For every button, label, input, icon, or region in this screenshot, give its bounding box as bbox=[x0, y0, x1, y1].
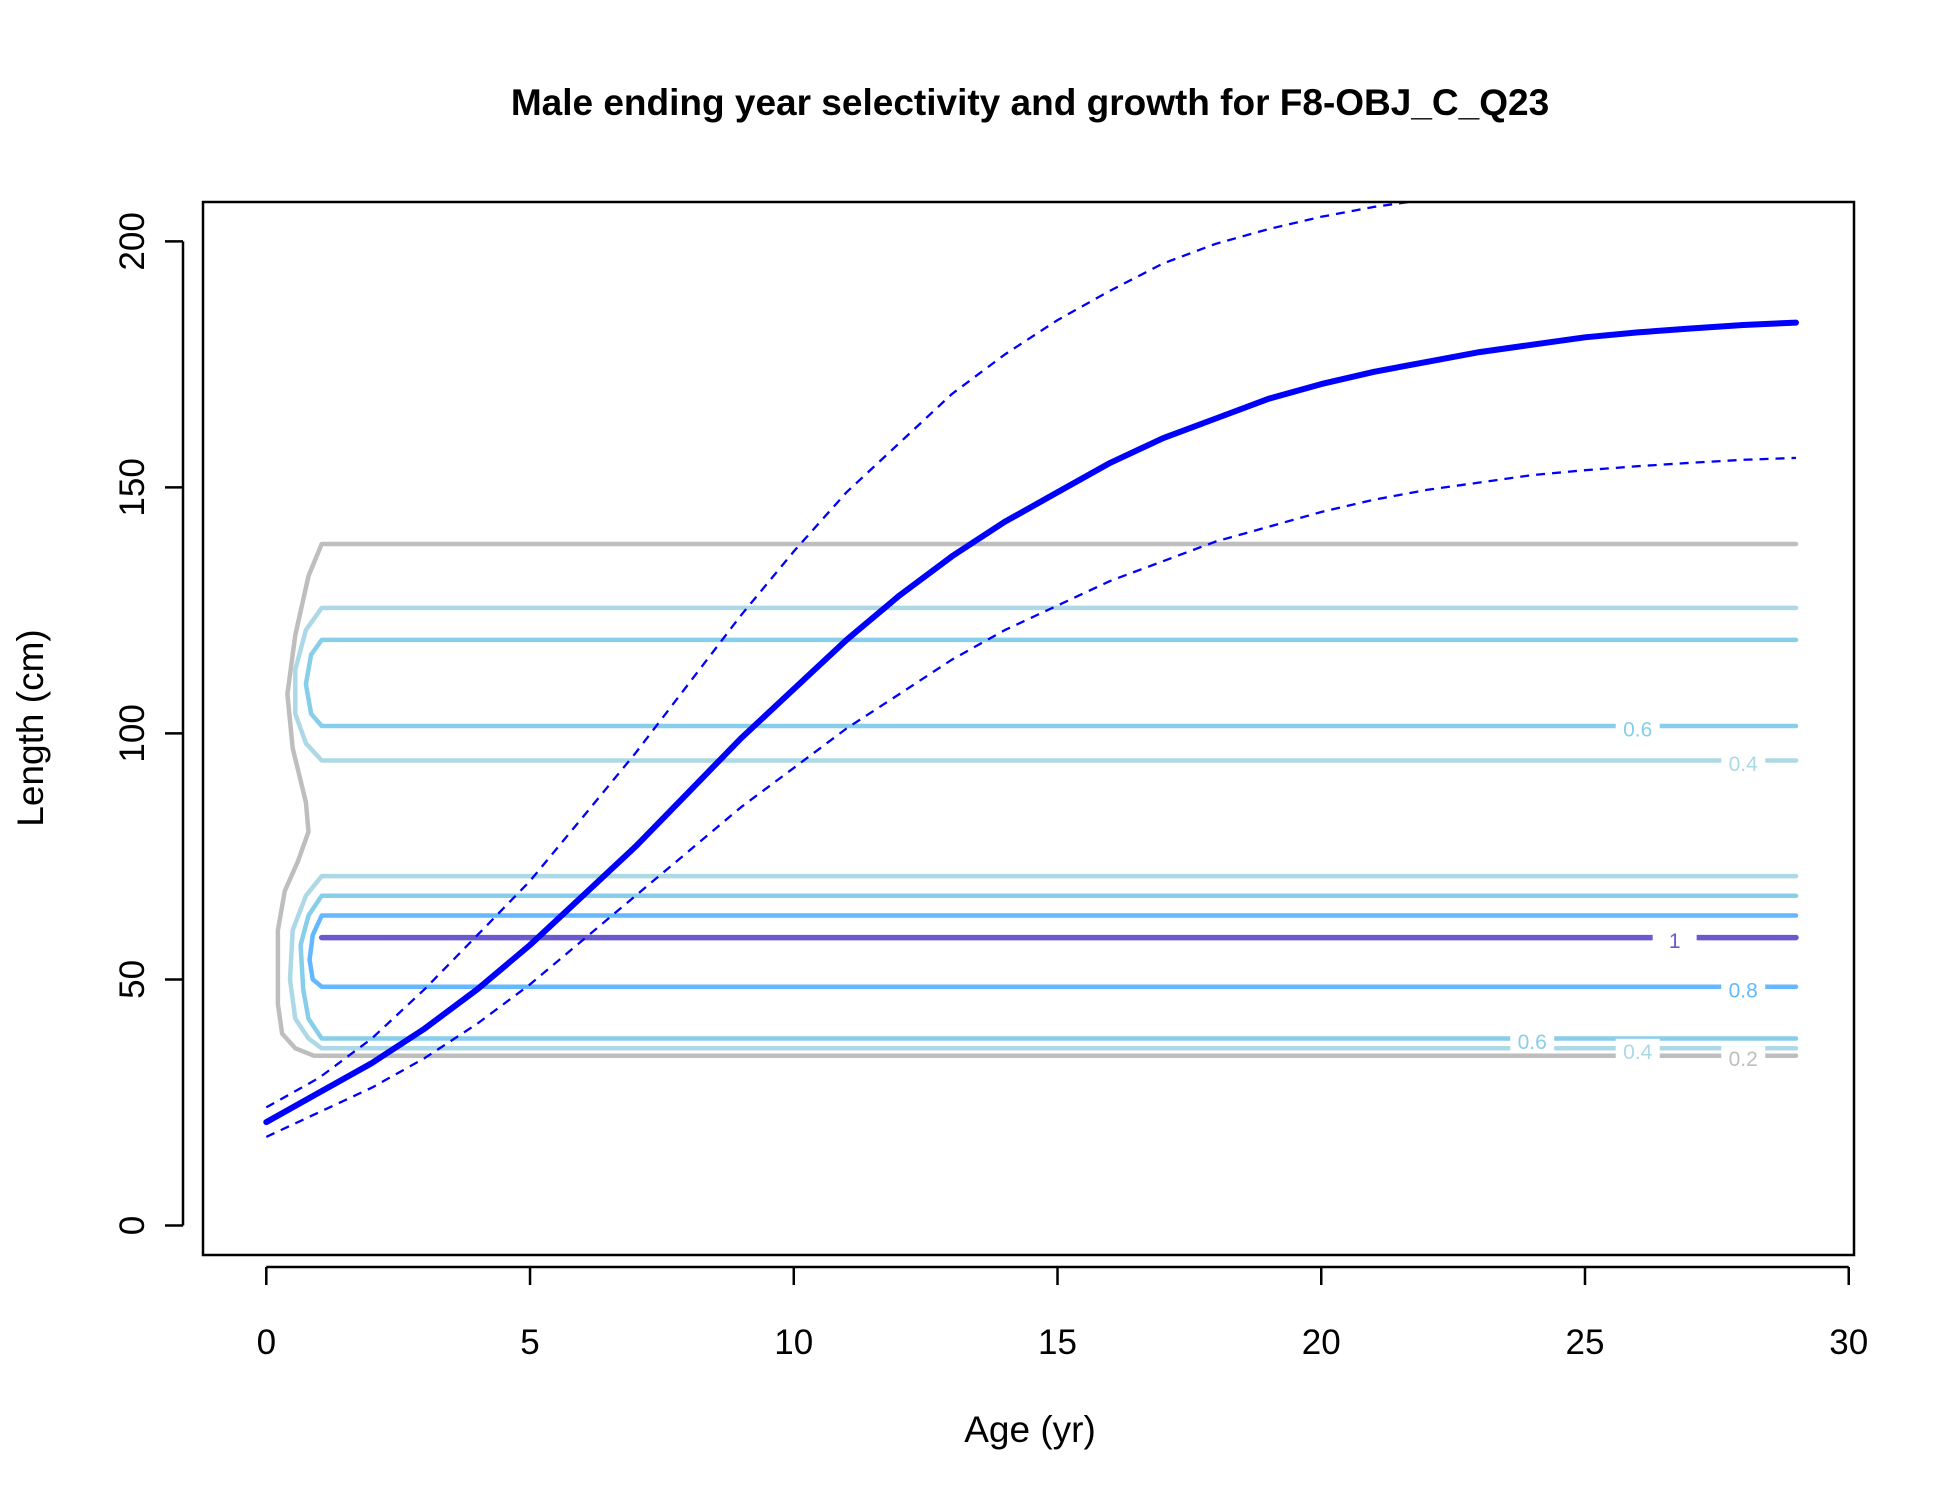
contour-label: 0.8 bbox=[1729, 979, 1758, 1002]
selectivity-contours bbox=[275, 541, 1799, 1058]
x-tick-label: 30 bbox=[1829, 1323, 1868, 1362]
y-tick-label: 0 bbox=[113, 1216, 152, 1235]
contour-line-08-5 bbox=[307, 913, 1799, 990]
y-tick-label: 200 bbox=[113, 212, 152, 270]
contour-label-bg bbox=[1721, 977, 1766, 1002]
contour-label: 0.4 bbox=[1729, 753, 1759, 776]
plot-frame bbox=[201, 200, 1856, 1257]
contour-line-04-1 bbox=[293, 605, 1799, 763]
contour-label: 0.4 bbox=[1623, 1041, 1653, 1064]
contour-label: 0.6 bbox=[1623, 719, 1652, 742]
contour-label-bg bbox=[1721, 1046, 1766, 1071]
x-tick-label: 5 bbox=[520, 1323, 539, 1362]
contour-line-02-0 bbox=[275, 541, 1799, 1058]
x-axis-title: Age (yr) bbox=[964, 1409, 1096, 1450]
y-axis-title: Length (cm) bbox=[10, 629, 51, 826]
contour-label-bg bbox=[1615, 1038, 1660, 1063]
x-tick-label: 20 bbox=[1302, 1323, 1341, 1362]
contour-label: 1 bbox=[1669, 930, 1681, 953]
contour-labels: 0.2 0.4 0.6 0.4 0.6 0.8 1 bbox=[1510, 716, 1766, 1071]
contour-label: 0.6 bbox=[1518, 1031, 1547, 1054]
x-tick-label: 10 bbox=[774, 1323, 813, 1362]
contour-line-04-3 bbox=[287, 873, 1799, 1051]
y-tick-label: 100 bbox=[113, 704, 152, 762]
x-tick-label: 15 bbox=[1038, 1323, 1077, 1362]
contour-label-bg bbox=[1510, 1028, 1555, 1053]
x-tick-label: 25 bbox=[1566, 1323, 1605, 1362]
contour-label-bg bbox=[1721, 750, 1766, 775]
series-lower-interval bbox=[265, 456, 1797, 1138]
chart-title: Male ending year selectivity and growth … bbox=[511, 82, 1549, 123]
contour-label-bg bbox=[1615, 716, 1660, 741]
x-axis: 0 5 10 15 20 25 30 bbox=[257, 1265, 1868, 1362]
x-tick-label: 0 bbox=[257, 1323, 276, 1362]
contour-line-06-4 bbox=[298, 893, 1799, 1041]
series-mean-length-at-age bbox=[263, 319, 1799, 1126]
contour-label: 0.2 bbox=[1729, 1048, 1758, 1071]
contour-line-06-2 bbox=[303, 637, 1799, 729]
y-tick-label: 150 bbox=[113, 458, 152, 516]
y-tick-label: 50 bbox=[113, 960, 152, 999]
series-upper-interval bbox=[265, 202, 1418, 1109]
contour-label-bg bbox=[1652, 928, 1697, 953]
growth-curves bbox=[263, 202, 1799, 1138]
y-axis: 0 50 100 150 200 bbox=[113, 212, 185, 1235]
plot-area: 0.2 0.4 0.6 0.4 0.6 0.8 1 bbox=[201, 200, 1856, 1257]
